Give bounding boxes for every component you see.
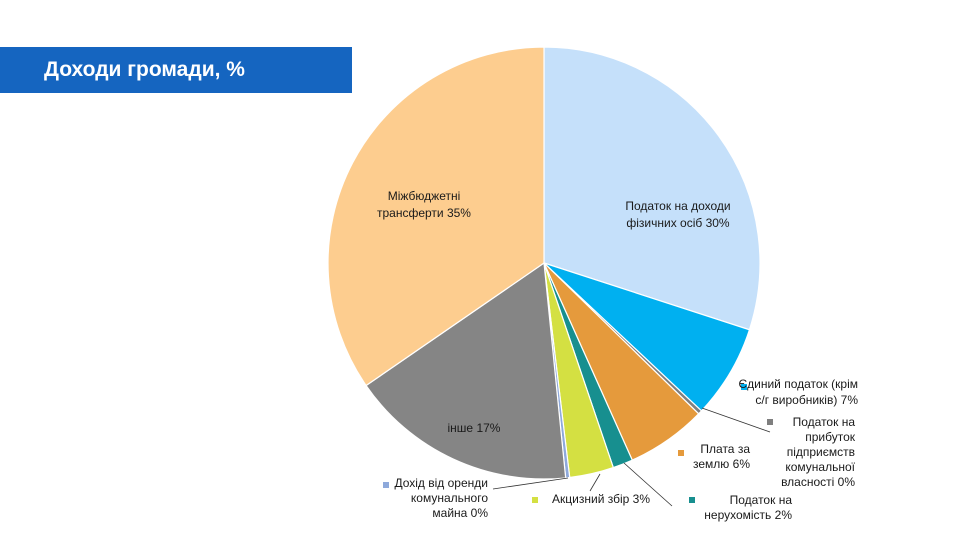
slice-label: Податок на доходи фізичних осіб 30% bbox=[625, 199, 730, 230]
pie-slice bbox=[543, 46, 761, 331]
pie-slice bbox=[365, 261, 567, 480]
slice-label: Дохід від оренди комунального майна 0% bbox=[394, 476, 488, 520]
slice-label: Податок на нерухомість 2% bbox=[704, 493, 792, 522]
slice-label: Акцизний збір 3% bbox=[552, 492, 650, 506]
legend-marker bbox=[741, 384, 747, 390]
slice-label: Міжбюджетні трансферти 35% bbox=[377, 189, 471, 220]
legend-marker bbox=[532, 497, 538, 503]
leader-line bbox=[589, 473, 601, 492]
slice-label: Єдиний податок (крім с/г виробників) 7% bbox=[739, 377, 859, 407]
slice-label: Плата за землю 6% bbox=[693, 442, 750, 471]
leader-line bbox=[701, 407, 771, 433]
title-bar bbox=[0, 47, 352, 93]
slice-label: інше 17% bbox=[448, 421, 501, 435]
pie-slice bbox=[327, 46, 545, 387]
leader-line bbox=[492, 477, 569, 490]
page-title: Доходи громади, % bbox=[44, 58, 245, 81]
legend-marker bbox=[767, 419, 773, 425]
slice-label: Податок на прибуток підприємств комунальної… bbox=[781, 415, 856, 489]
legend-marker bbox=[689, 497, 695, 503]
leader-line bbox=[623, 462, 673, 507]
legend-marker bbox=[383, 482, 389, 488]
legend-marker bbox=[678, 450, 684, 456]
